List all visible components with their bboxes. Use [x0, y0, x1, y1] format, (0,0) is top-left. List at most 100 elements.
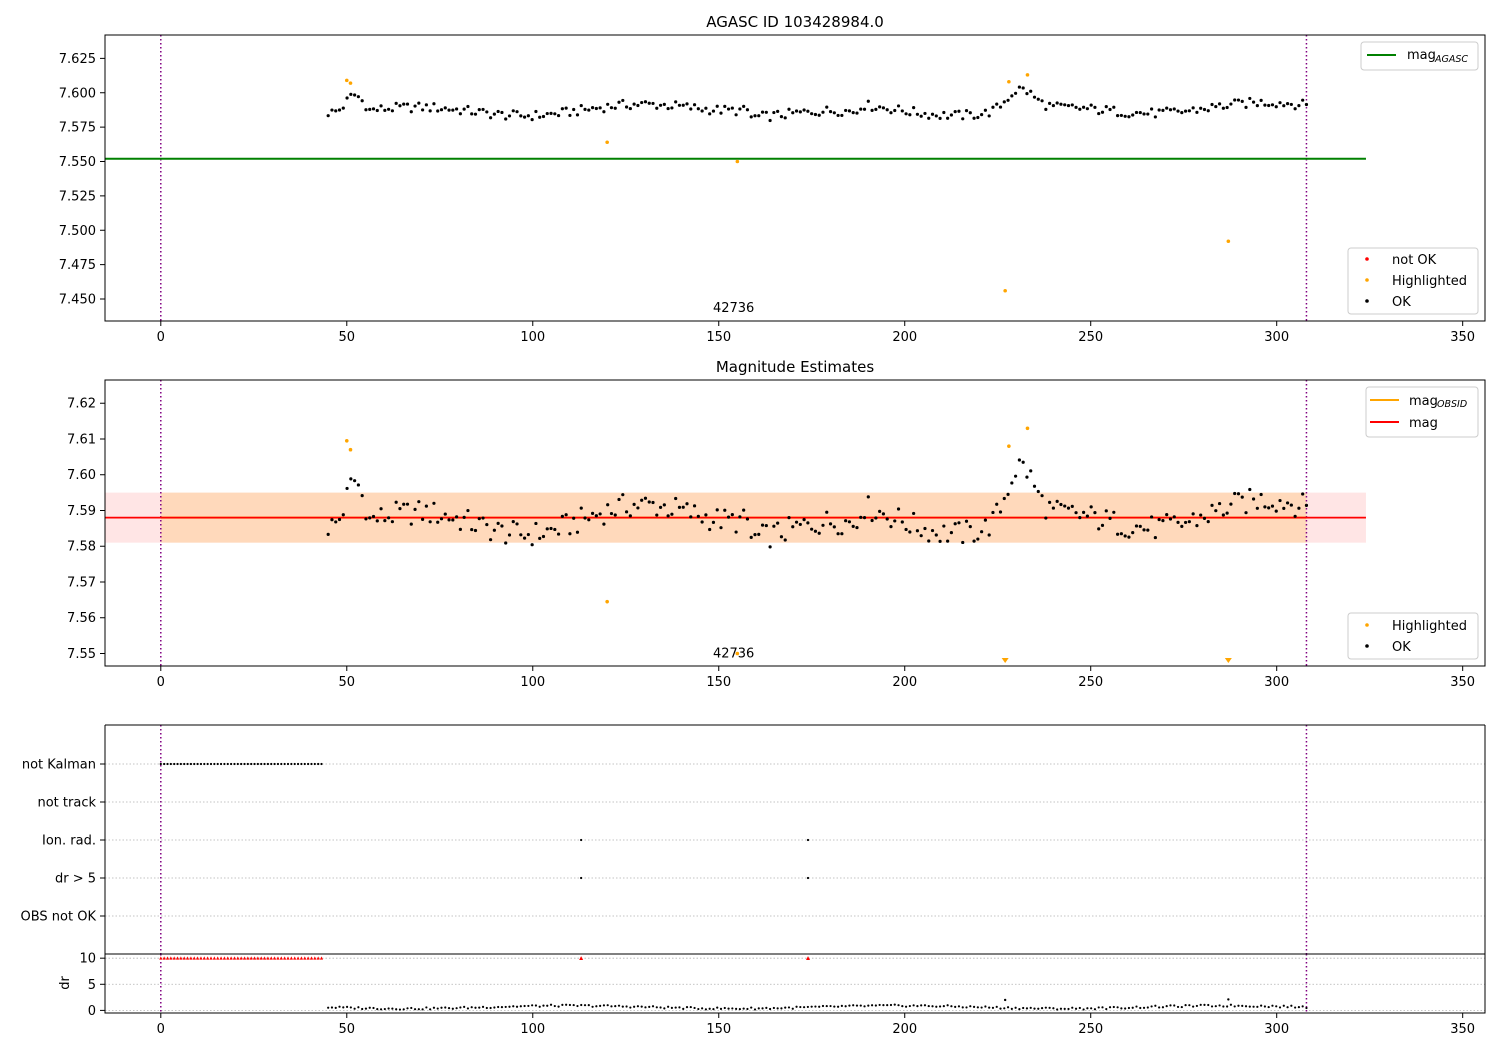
dr-point [840, 1004, 843, 1007]
ok-point [1221, 513, 1225, 517]
dr-point [976, 1006, 979, 1009]
ok-point [1161, 519, 1165, 523]
flag-point [226, 762, 229, 766]
dr-point [935, 1005, 938, 1008]
ok-point [806, 521, 810, 525]
ok-point [772, 110, 776, 115]
dr-point [753, 1008, 757, 1011]
dr-point [444, 1006, 447, 1009]
ok-point [1063, 103, 1067, 107]
ok-point [364, 517, 368, 521]
clipped-marker [293, 956, 297, 960]
ok-point [726, 515, 731, 519]
dr-point [391, 1007, 394, 1010]
dr-point [972, 1005, 976, 1008]
dr-point [663, 1007, 666, 1010]
ok-point [840, 113, 844, 118]
dr-point [561, 1003, 564, 1006]
dr-point [1033, 1007, 1036, 1010]
ok-point [851, 524, 855, 529]
dr-point [946, 1004, 949, 1007]
dr-point [1237, 1004, 1240, 1007]
dr-point [742, 1007, 745, 1010]
dr-point [500, 1006, 504, 1009]
ok-point [534, 109, 538, 114]
ok-point [776, 521, 780, 525]
dr-point [1082, 1008, 1085, 1011]
ok-point [749, 115, 753, 119]
ok-point [855, 525, 859, 530]
ok-point [1070, 504, 1074, 508]
dr-point [689, 1005, 692, 1009]
ok-point [730, 513, 734, 517]
dr-point [1056, 1008, 1059, 1011]
dr-point [531, 1004, 534, 1007]
dr-point [614, 1005, 617, 1008]
ok-point [1021, 460, 1025, 464]
ok-point [1301, 98, 1305, 102]
dr-point [814, 1005, 817, 1008]
flag-point [159, 762, 162, 766]
dr-point [523, 1004, 526, 1008]
dr-point [1135, 1005, 1138, 1008]
ok-point [624, 510, 629, 514]
ok-point [912, 106, 916, 110]
dr-point [908, 1004, 911, 1008]
dr-point [1282, 1004, 1285, 1007]
flag-category-label: dr > 5 [55, 872, 96, 887]
ok-point [379, 104, 383, 108]
ok-point [1138, 524, 1142, 528]
ok-point [813, 112, 818, 117]
ok-point [1112, 105, 1116, 109]
ok-point [651, 101, 655, 106]
ok-point [1051, 506, 1055, 510]
dr-point [1203, 1003, 1206, 1006]
ok-point [1149, 107, 1154, 111]
ok-point [825, 510, 829, 514]
dr-point [655, 1006, 658, 1009]
dr-point [995, 1005, 998, 1008]
dr-point [1052, 1007, 1055, 1010]
ok-point [337, 517, 342, 522]
ok-point [1206, 109, 1210, 113]
ok-point [1214, 509, 1218, 513]
x-tick-label: 250 [1078, 1022, 1103, 1037]
flag-point [310, 762, 313, 766]
ok-point [594, 514, 598, 518]
ok-point [1074, 511, 1078, 515]
ok-point [957, 521, 961, 525]
clipped-marker [259, 956, 263, 960]
ok-point [1146, 528, 1150, 532]
ok-point [1078, 107, 1082, 111]
ok-point [700, 109, 704, 113]
ok-point [405, 502, 410, 506]
x-tick-label: 350 [1450, 330, 1475, 345]
dr-point [1006, 1006, 1010, 1009]
x-tick-label: 50 [339, 1022, 356, 1037]
ok-point [692, 103, 697, 107]
ok-point [813, 529, 818, 533]
legend-subscript: OBSID [1437, 399, 1467, 410]
ok-point [413, 104, 417, 108]
dr-point [904, 1005, 908, 1008]
ok-point [424, 103, 428, 107]
ok-point [942, 524, 946, 528]
ok-point [519, 114, 523, 118]
dr-point [923, 1004, 927, 1007]
dr-point [772, 1006, 775, 1010]
ok-point [915, 529, 920, 533]
ok-point [1251, 497, 1256, 501]
ok-point [349, 92, 353, 96]
dr-point [1139, 1006, 1142, 1010]
ok-point [1176, 520, 1180, 524]
ok-point [934, 533, 938, 537]
highlighted-point [1007, 444, 1011, 448]
flag-point [209, 762, 213, 766]
ok-point [436, 109, 440, 113]
observation-annotation: 42736 [713, 646, 754, 661]
ok-point [1066, 103, 1071, 108]
ok-point [1006, 492, 1010, 496]
clipped-marker [262, 956, 267, 960]
ok-point [734, 113, 738, 117]
ok-point [628, 106, 632, 111]
